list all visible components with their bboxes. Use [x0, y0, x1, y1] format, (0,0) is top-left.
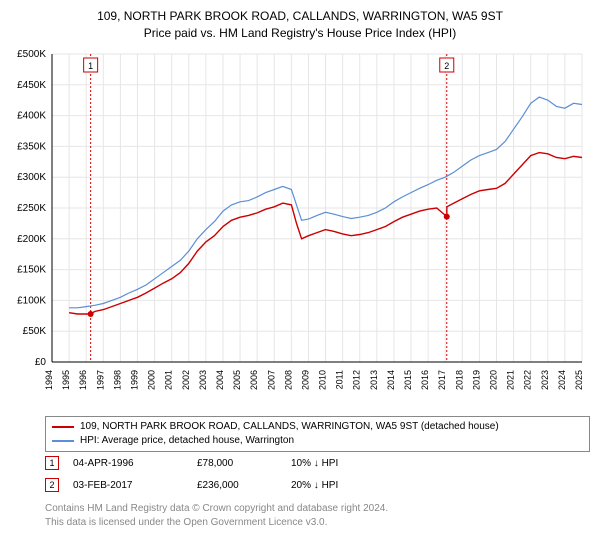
sale-delta: 10% ↓ HPI — [291, 458, 401, 469]
sale-date: 04-APR-1996 — [73, 458, 183, 469]
svg-text:2019: 2019 — [471, 370, 481, 390]
svg-text:2013: 2013 — [369, 370, 379, 390]
legend-item-hpi: HPI: Average price, detached house, Warr… — [52, 434, 583, 448]
svg-text:£50K: £50K — [23, 326, 47, 337]
sale-row: 2 03-FEB-2017 £236,000 20% ↓ HPI — [45, 474, 590, 496]
svg-text:2009: 2009 — [300, 370, 310, 390]
legend-swatch — [52, 426, 74, 428]
svg-text:2001: 2001 — [164, 370, 174, 390]
svg-text:2006: 2006 — [249, 370, 259, 390]
svg-text:2007: 2007 — [266, 370, 276, 390]
svg-text:2004: 2004 — [215, 370, 225, 390]
svg-text:£350K: £350K — [17, 141, 46, 152]
svg-text:2023: 2023 — [540, 370, 550, 390]
chart-svg: £0 £50K £100K £150K £200K £250K £300K £350K £400… — [10, 46, 590, 406]
title-line-2: Price paid vs. HM Land Registry's House … — [0, 25, 600, 42]
title-line-1: 109, NORTH PARK BROOK ROAD, CALLANDS, WA… — [0, 8, 600, 25]
sale-price: £236,000 — [197, 480, 277, 491]
svg-text:2015: 2015 — [403, 370, 413, 390]
svg-text:1997: 1997 — [95, 370, 105, 390]
svg-text:1994: 1994 — [44, 370, 54, 390]
svg-text:2: 2 — [444, 61, 449, 71]
svg-text:£150K: £150K — [17, 265, 46, 276]
chart-container: 109, NORTH PARK BROOK ROAD, CALLANDS, WA… — [0, 0, 600, 560]
legend-swatch — [52, 440, 74, 442]
svg-text:2011: 2011 — [335, 370, 345, 389]
svg-text:2017: 2017 — [437, 370, 447, 390]
sale-date: 03-FEB-2017 — [73, 480, 183, 491]
svg-text:2025: 2025 — [574, 370, 584, 390]
svg-text:2024: 2024 — [557, 370, 567, 390]
svg-text:2012: 2012 — [352, 370, 362, 390]
svg-text:£200K: £200K — [17, 234, 46, 245]
sale-marker-icon: 2 — [45, 478, 59, 492]
svg-text:2005: 2005 — [232, 370, 242, 390]
svg-text:2018: 2018 — [454, 370, 464, 390]
legend-label: 109, NORTH PARK BROOK ROAD, CALLANDS, WA… — [80, 420, 499, 434]
svg-text:2000: 2000 — [147, 370, 157, 390]
svg-text:1999: 1999 — [129, 370, 139, 390]
sales-table: 1 04-APR-1996 £78,000 10% ↓ HPI 2 03-FEB… — [45, 452, 590, 496]
svg-text:2021: 2021 — [506, 370, 516, 390]
svg-text:2020: 2020 — [489, 370, 499, 390]
svg-text:2022: 2022 — [523, 370, 533, 390]
legend-label: HPI: Average price, detached house, Warr… — [80, 434, 294, 448]
svg-text:2008: 2008 — [283, 370, 293, 390]
svg-text:£400K: £400K — [17, 111, 46, 122]
legend-item-price-paid: 109, NORTH PARK BROOK ROAD, CALLANDS, WA… — [52, 420, 583, 434]
footer-attribution: Contains HM Land Registry data © Crown c… — [45, 502, 590, 529]
svg-text:£450K: £450K — [17, 80, 46, 91]
svg-text:1998: 1998 — [112, 370, 122, 390]
svg-text:1996: 1996 — [78, 370, 88, 390]
line-chart: £0 £50K £100K £150K £200K £250K £300K £350K £400… — [10, 46, 590, 406]
sale-price: £78,000 — [197, 458, 277, 469]
svg-text:2016: 2016 — [420, 370, 430, 390]
footer-line-1: Contains HM Land Registry data © Crown c… — [45, 502, 590, 516]
svg-text:1995: 1995 — [61, 370, 71, 390]
svg-text:2010: 2010 — [318, 370, 328, 390]
svg-text:2002: 2002 — [181, 370, 191, 390]
chart-title: 109, NORTH PARK BROOK ROAD, CALLANDS, WA… — [0, 0, 600, 42]
sale-marker-icon: 1 — [45, 456, 59, 470]
svg-text:£500K: £500K — [17, 49, 46, 60]
sale-delta: 20% ↓ HPI — [291, 480, 401, 491]
legend: 109, NORTH PARK BROOK ROAD, CALLANDS, WA… — [45, 416, 590, 452]
svg-text:2014: 2014 — [386, 370, 396, 390]
svg-text:£100K: £100K — [17, 295, 46, 306]
sale-row: 1 04-APR-1996 £78,000 10% ↓ HPI — [45, 452, 590, 474]
footer-line-2: This data is licensed under the Open Gov… — [45, 516, 590, 530]
svg-text:£0: £0 — [35, 357, 47, 368]
svg-text:£300K: £300K — [17, 172, 46, 183]
svg-text:£250K: £250K — [17, 203, 46, 214]
svg-text:1: 1 — [88, 61, 93, 71]
svg-text:2003: 2003 — [198, 370, 208, 390]
